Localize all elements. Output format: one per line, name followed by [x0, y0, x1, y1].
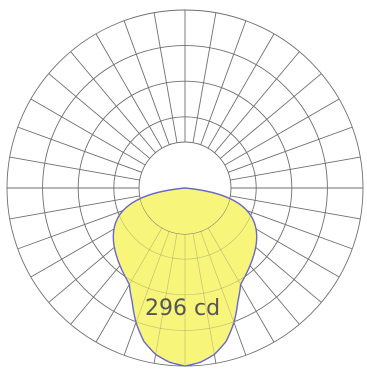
grid-spoke — [230, 156, 361, 181]
lobe-ring — [113, 188, 257, 331]
lobe-ring — [113, 188, 257, 296]
grid-spoke — [200, 20, 247, 145]
grid-spoke — [192, 12, 217, 143]
lobe-spoke — [192, 233, 217, 364]
grid-spoke — [153, 12, 178, 143]
grid-spoke — [228, 203, 353, 250]
peak-intensity-label: 296 cd — [145, 296, 220, 321]
grid-spoke — [95, 33, 163, 149]
grid-spoke — [219, 73, 322, 159]
grid-spoke — [123, 20, 170, 145]
lobe-spoke — [153, 233, 178, 364]
grid-spoke — [214, 51, 300, 154]
grid-spoke — [48, 73, 151, 159]
grid-spoke — [224, 98, 340, 166]
grid-spoke — [228, 126, 353, 173]
grid-spoke — [9, 156, 140, 181]
grid-spoke — [70, 51, 156, 154]
grid-spoke — [30, 98, 146, 166]
grid-spoke — [17, 203, 142, 250]
grid-spoke — [207, 33, 275, 149]
grid-spoke — [9, 195, 140, 220]
grid-spoke — [230, 195, 361, 220]
lobe-ring — [113, 188, 257, 260]
grid-spoke — [17, 126, 142, 173]
